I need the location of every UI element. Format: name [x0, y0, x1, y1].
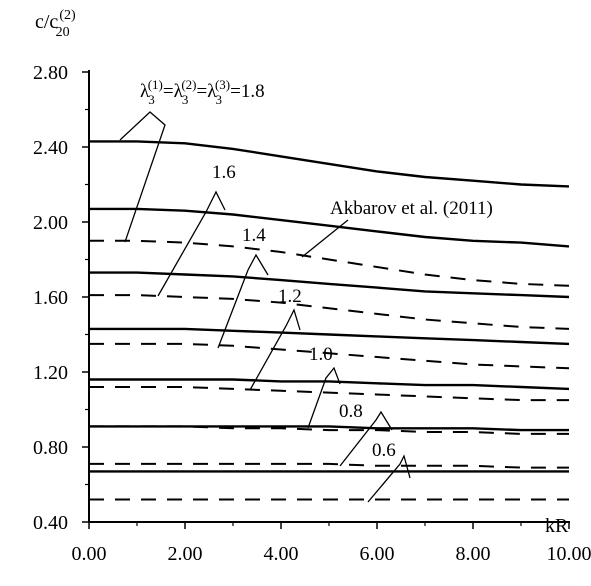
- x-tick-label: 2.00: [168, 543, 203, 565]
- label-1-0: 1.0: [309, 344, 333, 365]
- x-axis-title: kR: [545, 515, 569, 537]
- label-0-6: 0.6: [372, 440, 396, 461]
- y-axis-title: c/c(2) 20: [35, 8, 76, 40]
- series-line-dashed-1-0: [89, 425, 569, 435]
- x-tick-label: 4.00: [264, 543, 299, 565]
- leader-1-6: [157, 190, 226, 297]
- leader-1-0: [307, 366, 341, 429]
- x-tick-label: 8.00: [456, 543, 491, 565]
- y-tick-label: 1.20: [33, 362, 68, 384]
- series-line-dashed-1-8: [89, 239, 570, 287]
- series-line-dashed-0-8: [89, 462, 569, 469]
- y-tick-label: 2.00: [33, 212, 68, 234]
- y-axis-title-sub: 20: [56, 25, 70, 40]
- y-tick-label: 2.40: [33, 137, 68, 159]
- label-1-4: 1.4: [242, 225, 266, 246]
- label-0-8: 0.8: [339, 401, 363, 422]
- series-line-dashed-1-2: [89, 386, 569, 402]
- lambda-label: λ3(1)=λ3(2)=λ3(3)=1.8: [140, 77, 265, 107]
- label-reference: Akbarov et al. (2011): [330, 198, 493, 219]
- series-line-dashed-1-4: [89, 342, 570, 370]
- series-line-solid-1-2: [89, 327, 570, 346]
- series-line-solid-1-0: [89, 378, 570, 391]
- y-tick-label: 2.80: [33, 62, 68, 84]
- leader-0-8: [339, 410, 393, 467]
- label-1-2: 1.2: [278, 286, 302, 307]
- leader-1-4: [217, 253, 269, 349]
- label-1-6: 1.6: [212, 162, 236, 183]
- leader-1-2: [249, 308, 301, 391]
- series-line-dashed-1-6: [89, 294, 570, 330]
- series-line-solid-1-6: [89, 207, 570, 248]
- leader-0-6: [367, 454, 411, 503]
- y-axis-title-sup: (2): [59, 8, 76, 23]
- series-line-solid-1-4: [89, 271, 570, 299]
- x-tick-label: 6.00: [360, 543, 395, 565]
- series-line-solid-1-8: [89, 140, 570, 188]
- leader-reference: [301, 219, 349, 258]
- leader-1-8: [119, 111, 166, 243]
- x-tick-label: 10.00: [547, 543, 591, 565]
- y-tick-label: 0.40: [33, 512, 68, 534]
- series-group: [89, 140, 570, 501]
- x-tick-label: 0.00: [72, 543, 107, 565]
- y-tick-label: 1.60: [33, 287, 68, 309]
- y-tick-label: 0.80: [33, 437, 68, 459]
- ticks: 0.00 2.00 4.00 6.00 8.00 10.00 0.40 0.80 1.20 1.6…: [33, 62, 591, 565]
- annotations: λ3(1)=λ3(2)=λ3(3)=1.8 1.6 Akbarov et al.…: [119, 77, 493, 503]
